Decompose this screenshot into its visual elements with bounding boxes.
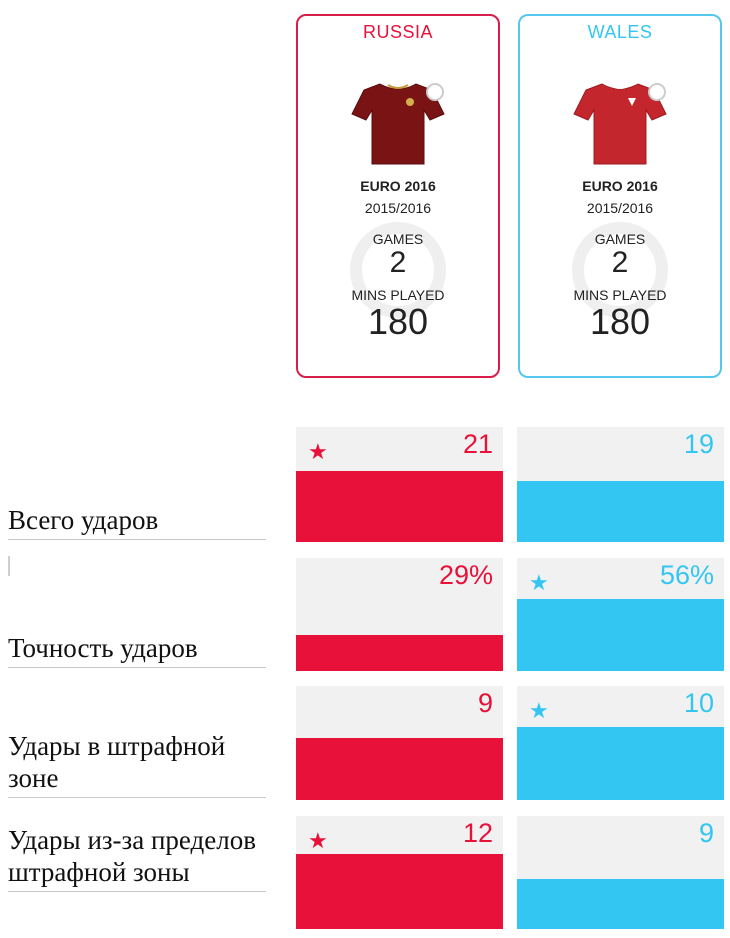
bar-russia (296, 854, 503, 929)
shirt-icon (573, 83, 667, 165)
mins-value: 180 (589, 301, 651, 342)
bar-value-label: 56% (659, 560, 714, 590)
bar-wales (517, 879, 724, 929)
team-card-russia: RUSSIA EURO 2016 2015/2016 GAMES 2 MINS … (296, 14, 500, 378)
stat-label: Всего ударов (8, 504, 266, 540)
bar-cell-wales: 56% ★ (517, 558, 724, 671)
bar-value-label: 29% (438, 560, 493, 590)
star-icon: ★ (308, 439, 328, 464)
bar-value-label: 21 (462, 429, 493, 459)
bar-russia (296, 635, 503, 671)
bar-wales (517, 481, 724, 542)
mins-label: MINS PLAYED (573, 287, 667, 303)
competition-label: EURO 2016 (582, 178, 658, 194)
season-label: 2015/2016 (364, 200, 432, 216)
bar-value-label: 9 (698, 818, 714, 848)
bar-russia (296, 471, 503, 542)
bar-cell-wales: 10 ★ (517, 686, 724, 800)
team-card-wales: WALES EURO 2016 2015/2016 GAMES 2 MINS P… (518, 14, 722, 378)
bar-value-label: 19 (683, 429, 714, 459)
shirt-icon (351, 83, 445, 165)
competition-label: EURO 2016 (360, 178, 436, 194)
team-name: WALES (587, 22, 653, 42)
bar-cell-russia: 9 (296, 686, 503, 800)
games-value: 2 (611, 246, 629, 279)
star-icon: ★ (529, 570, 549, 595)
games-label: GAMES (372, 231, 424, 247)
bar-value-label: 9 (477, 688, 493, 718)
bar-cell-russia: 12 ★ (296, 816, 503, 929)
stat-label: Удары в штрафной зоне (8, 730, 266, 798)
bar-cell-wales: 9 (517, 816, 724, 929)
games-value: 2 (389, 246, 407, 279)
mins-label: MINS PLAYED (351, 287, 445, 303)
stat-label: Удары из-за пределов штрафной зоны (8, 824, 266, 892)
mins-value: 180 (367, 301, 429, 342)
stat-label: Точность ударов (8, 632, 266, 668)
bar-cell-russia: 21 ★ (296, 427, 503, 542)
team-name: RUSSIA (362, 22, 434, 42)
bar-cell-wales: 19 (517, 427, 724, 542)
star-icon: ★ (308, 828, 328, 853)
season-label: 2015/2016 (586, 200, 654, 216)
games-label: GAMES (594, 231, 646, 247)
bar-wales (517, 727, 724, 800)
bar-russia (296, 738, 503, 800)
star-icon: ★ (529, 698, 549, 723)
bar-value-label: 12 (462, 818, 493, 848)
divider-mark (8, 556, 10, 576)
bar-wales (517, 599, 724, 671)
bar-cell-russia: 29% (296, 558, 503, 671)
bar-value-label: 10 (683, 688, 714, 718)
